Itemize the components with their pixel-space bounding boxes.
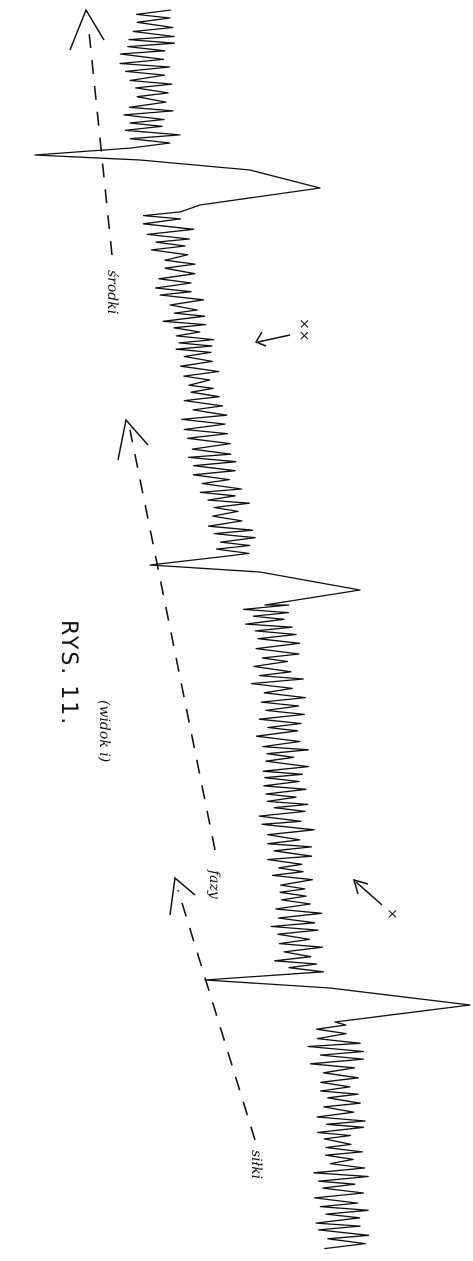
pointer-arrow	[354, 880, 382, 905]
mark-label: ×	[384, 908, 400, 920]
arrowhead	[70, 10, 104, 50]
figure: środki fazy siłki ×× × RYS. 11. (widok i…	[0, 0, 473, 1261]
label: fazy	[206, 869, 222, 900]
dashed-arrow	[178, 890, 255, 1140]
pointer-arrow	[256, 332, 290, 346]
label: siłki	[248, 1150, 264, 1179]
label: środki	[104, 270, 120, 314]
mark-label: ××	[296, 318, 312, 341]
page: środki fazy siłki ×× × RYS. 11. (widok i…	[0, 0, 473, 1261]
arrowhead	[118, 420, 148, 460]
waveform	[35, 10, 470, 1249]
dashed-arrow	[88, 22, 112, 255]
figure-subtitle: (widok i)	[96, 700, 112, 762]
figure-title: RYS. 11.	[56, 620, 81, 726]
trace	[35, 10, 470, 1249]
arrowhead	[170, 878, 195, 915]
